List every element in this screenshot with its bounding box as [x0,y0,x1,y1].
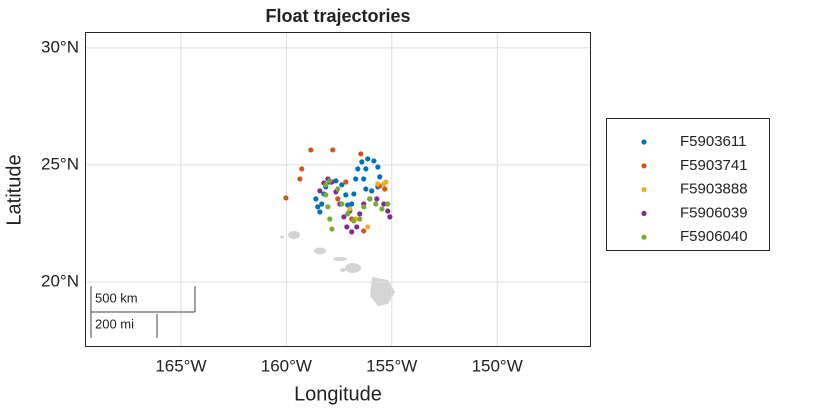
point [351,191,357,197]
point [385,208,391,214]
point [327,216,333,222]
islands [280,231,395,306]
scale-label: 200 mi [95,316,134,331]
point [363,166,369,172]
point [308,147,314,153]
point [373,201,379,207]
point [315,204,321,210]
point [339,201,345,207]
y-tick-label: 30°N [41,37,79,56]
point [283,195,289,201]
legend-label: F5903611 [680,133,746,150]
island [333,257,347,261]
point [357,216,363,222]
point [339,182,345,188]
point [359,159,365,165]
legend-marker [641,139,647,145]
point [349,201,355,207]
point [343,179,349,185]
point [375,164,381,170]
legend-label: F5906039 [680,204,748,221]
point [365,224,371,230]
axes-box [85,32,591,347]
point [330,147,336,153]
point [347,206,353,212]
point [357,211,363,217]
point [355,166,361,172]
point [323,182,329,188]
x-tick-label: 155°W [366,356,417,375]
point [361,228,367,234]
point [297,176,303,182]
point [351,218,357,224]
x-tick-label: 160°W [261,356,312,375]
legend-label: F5903741 [680,157,748,174]
point [299,166,305,172]
legend-marker [641,210,647,216]
point [358,151,364,157]
legend-marker [641,234,647,240]
point [361,176,367,182]
scale-bar [90,286,196,338]
legend-label: F5906040 [680,228,748,245]
legend-label: F5903888 [680,181,748,198]
point [345,211,351,217]
point [343,192,349,198]
point [333,178,339,184]
point [383,179,389,185]
point [335,196,341,202]
point [377,174,383,180]
scale-label: 500 km [95,290,138,305]
x-axis-label: Longitude [294,383,382,405]
legend-marker [641,163,647,169]
point [353,176,359,182]
point [349,229,355,235]
point [319,201,325,207]
island [280,235,284,239]
legend-marker [641,187,647,193]
y-tick-label: 20°N [41,271,79,290]
point [387,214,393,220]
point [344,224,350,230]
point [329,226,335,232]
legend [606,118,770,251]
point [375,181,381,187]
point [341,214,347,220]
point [354,224,360,230]
point [335,186,341,192]
x-tick-label: 165°W [155,356,206,375]
x-tick-label: 150°W [472,356,523,375]
point [317,209,323,215]
island [340,268,346,272]
point [371,158,377,164]
point [325,204,331,210]
island [314,247,326,255]
point [363,186,369,192]
y-axis-label: Latitude [3,154,25,225]
y-tick-label: 25°N [41,154,79,173]
point [313,196,319,202]
point [374,196,380,202]
plot-area [85,32,591,347]
point [345,202,351,208]
point [365,156,371,162]
point [323,192,329,198]
point [385,201,391,207]
point [382,186,388,192]
island [288,231,300,239]
point [367,196,373,202]
island [345,263,361,273]
point [317,188,323,194]
point [361,204,367,210]
point [381,201,387,207]
chart-title: Float trajectories [265,6,410,26]
island [370,277,395,306]
point [369,188,375,194]
point [327,178,333,184]
point [379,206,385,212]
